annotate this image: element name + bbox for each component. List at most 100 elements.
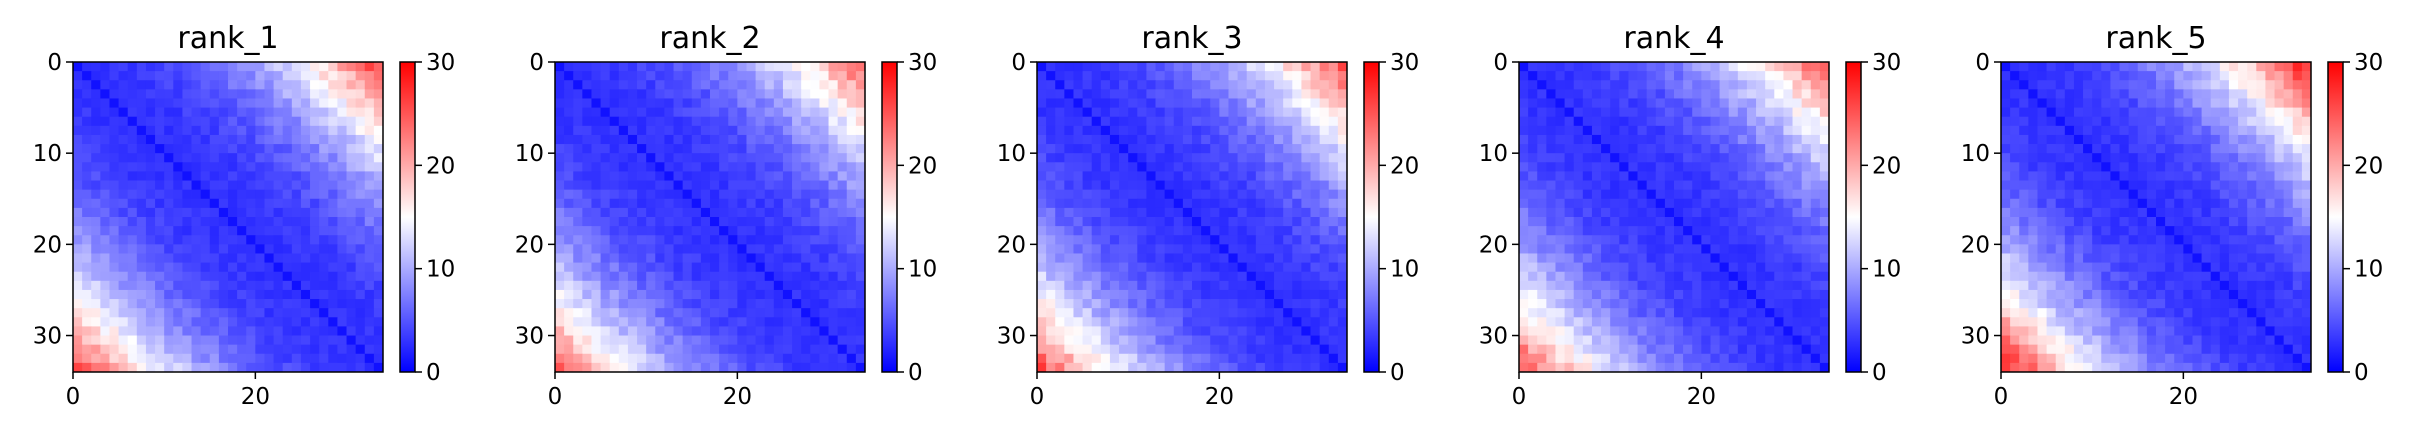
heatmap-cell [337, 335, 347, 346]
heatmap-cell [646, 244, 656, 254]
heatmap-cell [1564, 171, 1575, 181]
heatmap-cell [1591, 362, 1602, 373]
heatmap-cell [373, 107, 384, 118]
heatmap-cell [1774, 353, 1784, 364]
heatmap-cell [837, 244, 848, 254]
heatmap-cell [819, 326, 829, 336]
heatmap-cell [764, 171, 775, 181]
heatmap-cell [1610, 289, 1620, 300]
heatmap-cell [355, 226, 366, 236]
heatmap-cell [73, 71, 83, 81]
heatmap-cell [2192, 71, 2202, 81]
heatmap-cell [691, 125, 702, 136]
heatmap-cell [255, 280, 265, 291]
heatmap-cell [1246, 107, 1257, 118]
heatmap-cell [719, 207, 729, 218]
heatmap-cell [155, 207, 165, 218]
heatmap-cell [1246, 326, 1257, 336]
heatmap-cell [273, 189, 284, 200]
heatmap-cell [1137, 180, 1147, 191]
heatmap-cell [1746, 116, 1757, 127]
heatmap-cell [300, 198, 311, 209]
heatmap-cell [1765, 125, 1775, 136]
heatmap-cell [664, 162, 674, 172]
heatmap-cell [637, 253, 647, 263]
heatmap-cell [1674, 253, 1684, 263]
heatmap-cell [673, 262, 684, 273]
heatmap-cell [310, 226, 320, 236]
heatmap-cell [1228, 280, 1238, 291]
heatmap-cell [600, 262, 611, 273]
heatmap-cell [1628, 253, 1638, 263]
heatmap-cell [218, 226, 229, 236]
heatmap-cell [573, 235, 583, 245]
heatmap-cell [264, 198, 274, 209]
heatmap-cell [1274, 308, 1284, 318]
heatmap-cell [1037, 162, 1047, 172]
heatmap-cell [1055, 353, 1065, 364]
heatmap-cell [1310, 198, 1321, 209]
heatmap-cell [1155, 253, 1166, 263]
heatmap-cell [1655, 217, 1666, 227]
heatmap-cell [1710, 207, 1720, 218]
heatmap-cell [355, 362, 366, 373]
heatmap-cell [264, 171, 274, 181]
heatmap-cell [209, 326, 220, 336]
heatmap-cell [100, 207, 110, 218]
heatmap-cell [664, 80, 674, 90]
heatmap-cell [1783, 271, 1793, 282]
heatmap-cell [1792, 162, 1803, 172]
heatmap-cell [828, 299, 839, 309]
heatmap-cell [1819, 153, 1830, 163]
heatmap-cell [792, 262, 802, 273]
heatmap-cell [1591, 262, 1602, 273]
heatmap-cell [82, 253, 92, 263]
heatmap-cell [1701, 189, 1711, 200]
heatmap-cell [682, 207, 693, 218]
heatmap-cell [1537, 125, 1547, 136]
heatmap-cell [655, 144, 665, 154]
heatmap-cell [1264, 116, 1275, 127]
heatmap-cell [719, 299, 729, 309]
heatmap-cell [837, 253, 848, 263]
heatmap-cell [1255, 153, 1266, 163]
heatmap-cell [1664, 116, 1675, 127]
heatmap-cell [1228, 353, 1238, 364]
heatmap-cell [1082, 98, 1093, 108]
heatmap-cell [1692, 125, 1702, 136]
heatmap-cell [1128, 180, 1138, 191]
heatmap-cell [1264, 353, 1275, 364]
heatmap-cell [591, 116, 601, 127]
heatmap-cell [773, 98, 784, 108]
heatmap-cell [1264, 308, 1275, 318]
heatmap-cell [127, 107, 138, 118]
heatmap-cell [1164, 144, 1175, 154]
heatmap-cell [1692, 98, 1702, 108]
heatmap-cell [1109, 262, 1120, 273]
heatmap-cell [373, 217, 384, 227]
heatmap-cell [2238, 98, 2248, 108]
heatmap-cell [182, 116, 192, 127]
heatmap-cell [310, 217, 320, 227]
heatmap-cell [1173, 235, 1184, 245]
heatmap-cell [618, 89, 629, 99]
heatmap-cell [1064, 217, 1074, 227]
heatmap-cell [1692, 344, 1702, 355]
heatmap-cell [1082, 362, 1093, 373]
heatmap-cell [346, 116, 357, 127]
heatmap-cell [1746, 125, 1757, 136]
heatmap-cell [1774, 244, 1784, 254]
heatmap-cell [1319, 217, 1330, 227]
heatmap-cell [773, 226, 784, 236]
heatmap-cell [764, 125, 775, 136]
heatmap-cell [1810, 153, 1821, 163]
heatmap-cell [1619, 271, 1629, 282]
heatmap-cell [1128, 144, 1138, 154]
heatmap-cell [1637, 207, 1648, 218]
heatmap-cell [209, 62, 220, 72]
heatmap-cell [855, 317, 866, 327]
plot-frame [554, 61, 866, 373]
heatmap-cell [627, 271, 638, 282]
heatmap-cell [1728, 289, 1739, 300]
heatmap-cell [373, 71, 384, 81]
